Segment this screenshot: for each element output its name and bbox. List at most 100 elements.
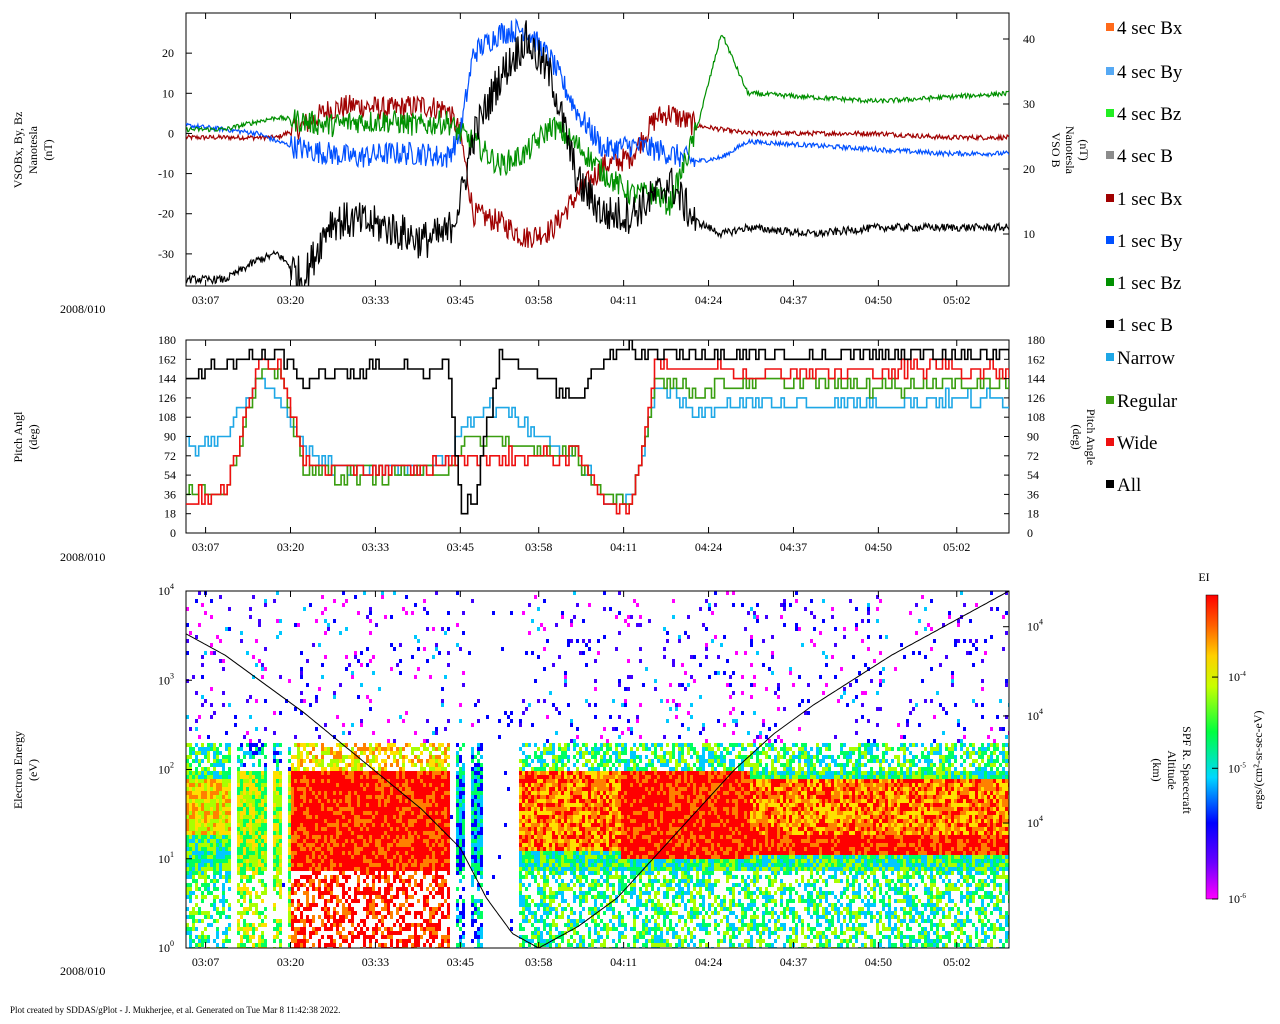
spectrogram-cell [552, 783, 555, 787]
spectrogram-cell [387, 719, 390, 723]
spectrogram-cell [477, 779, 480, 783]
spectrogram-cell [357, 791, 360, 795]
p1-ytick-right-label: 40 [1023, 32, 1035, 46]
spectrogram-cell [540, 763, 543, 767]
spectrogram-cell [555, 839, 558, 843]
spectrogram-cell [570, 887, 573, 891]
spectrogram-cell [507, 715, 510, 719]
spectrogram-cell [186, 867, 189, 871]
spectrogram-cell [531, 835, 534, 839]
spectrogram-cell [225, 879, 228, 883]
spectrogram-cell [204, 771, 207, 775]
spectrogram-cell [417, 867, 420, 871]
spectrogram-cell [258, 803, 261, 807]
spectrogram-cell [288, 759, 291, 763]
spectrogram-cell [477, 899, 480, 903]
spectrogram-cell [375, 815, 378, 819]
spectrogram-cell [246, 827, 249, 831]
spectrogram-cell [561, 795, 564, 799]
spectrogram-cell [306, 783, 309, 787]
p2-ytick-left-label: 180 [158, 333, 176, 347]
spectrogram-cell [357, 859, 360, 863]
spectrogram-cell [351, 823, 354, 827]
spectrogram-cell [219, 851, 222, 855]
spectrogram-cell [252, 871, 255, 875]
spectrogram-cell [195, 943, 198, 947]
spectrogram-cell [537, 767, 540, 771]
spectrogram-cell [543, 747, 546, 751]
spectrogram-cell [438, 847, 441, 851]
spectrogram-cell [426, 899, 429, 903]
spectrogram-cell [357, 839, 360, 843]
spectrogram-cell [477, 743, 480, 747]
p2-ytick-right-label: 162 [1027, 352, 1045, 366]
spectrogram-cell [420, 859, 423, 863]
spectrogram-cell [534, 827, 537, 831]
spectrogram-cell [471, 879, 474, 883]
spectrogram-cell [255, 807, 258, 811]
spectrogram-cell [315, 835, 318, 839]
spectrogram-cell [477, 863, 480, 867]
spectrogram-cell [582, 907, 585, 911]
spectrogram-cell [405, 711, 408, 715]
spectrogram-cell [351, 867, 354, 871]
spectrogram-cell [216, 835, 219, 839]
spectrogram-cell [567, 643, 570, 647]
spectrogram-cell [288, 863, 291, 867]
spectrogram-cell [408, 743, 411, 747]
spectrogram-cell [369, 867, 372, 871]
spectrogram-cell [540, 795, 543, 799]
spectrogram-cell [306, 819, 309, 823]
spectrogram-cell [477, 847, 480, 851]
spectrogram-cell [540, 835, 543, 839]
spectrogram-cell [354, 827, 357, 831]
spectrogram-cell [522, 943, 525, 947]
spectrogram-cell [300, 903, 303, 907]
spectrogram-cell [522, 843, 525, 847]
spectrogram-cell [534, 755, 537, 759]
spectrogram-cell [426, 859, 429, 863]
spectrogram-cell [249, 739, 252, 743]
spectrogram-cell [528, 775, 531, 779]
spectrogram-cell [420, 767, 423, 771]
spectrogram-cell [579, 935, 582, 939]
spectrogram-cell [426, 779, 429, 783]
spectrogram-cell [573, 815, 576, 819]
spectrogram-cell [192, 771, 195, 775]
spectrogram-cell [408, 843, 411, 847]
spectrogram-cell [237, 827, 240, 831]
spectrogram-cell [351, 835, 354, 839]
spectrogram-cell [531, 875, 534, 879]
spectrogram-cell [432, 887, 435, 891]
spectrogram-cell [381, 867, 384, 871]
spectrogram-cell [369, 891, 372, 895]
spectrogram-cell [426, 871, 429, 875]
spectrogram-cell [474, 831, 477, 835]
spectrogram-cell [381, 919, 384, 923]
spectrogram-cell [552, 811, 555, 815]
spectrogram-cell [228, 771, 231, 775]
spectrogram-cell [186, 783, 189, 787]
spectrogram-cell [411, 655, 414, 659]
spectrogram-cell [276, 803, 279, 807]
spectrogram-cell [567, 823, 570, 827]
spectrogram-cell [264, 775, 267, 779]
spectrogram-cell [369, 935, 372, 939]
spectrogram-cell [543, 763, 546, 767]
spectrogram-cell [576, 787, 579, 791]
spectrogram-cell [375, 779, 378, 783]
spectrogram-cell [414, 939, 417, 943]
spectrogram-cell [264, 763, 267, 767]
spectrogram-cell [552, 787, 555, 791]
spectrogram-cell [558, 931, 561, 935]
spectrogram-cell [219, 791, 222, 795]
spectrogram-cell [534, 859, 537, 863]
spectrogram-cell [378, 783, 381, 787]
spectrogram-cell [378, 851, 381, 855]
spectrogram-cell [303, 907, 306, 911]
spectrogram-cell [264, 743, 267, 747]
spectrogram-cell [189, 631, 192, 635]
spectrogram-cell [243, 871, 246, 875]
spectrogram-cell [456, 907, 459, 911]
spectrogram-cell [522, 803, 525, 807]
